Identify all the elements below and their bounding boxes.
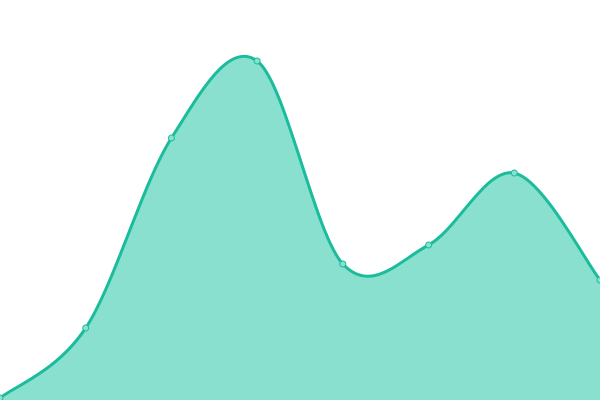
data-point-5 (425, 241, 433, 249)
area-fill (0, 56, 600, 400)
data-point-3 (253, 57, 261, 65)
data-point-0 (0, 394, 4, 400)
data-point-1 (82, 324, 90, 332)
data-point-7 (596, 276, 600, 284)
data-point-6 (510, 169, 518, 177)
data-points (0, 57, 600, 400)
data-point-4 (339, 260, 347, 268)
data-point-2 (167, 134, 175, 142)
series-line (0, 54, 600, 400)
